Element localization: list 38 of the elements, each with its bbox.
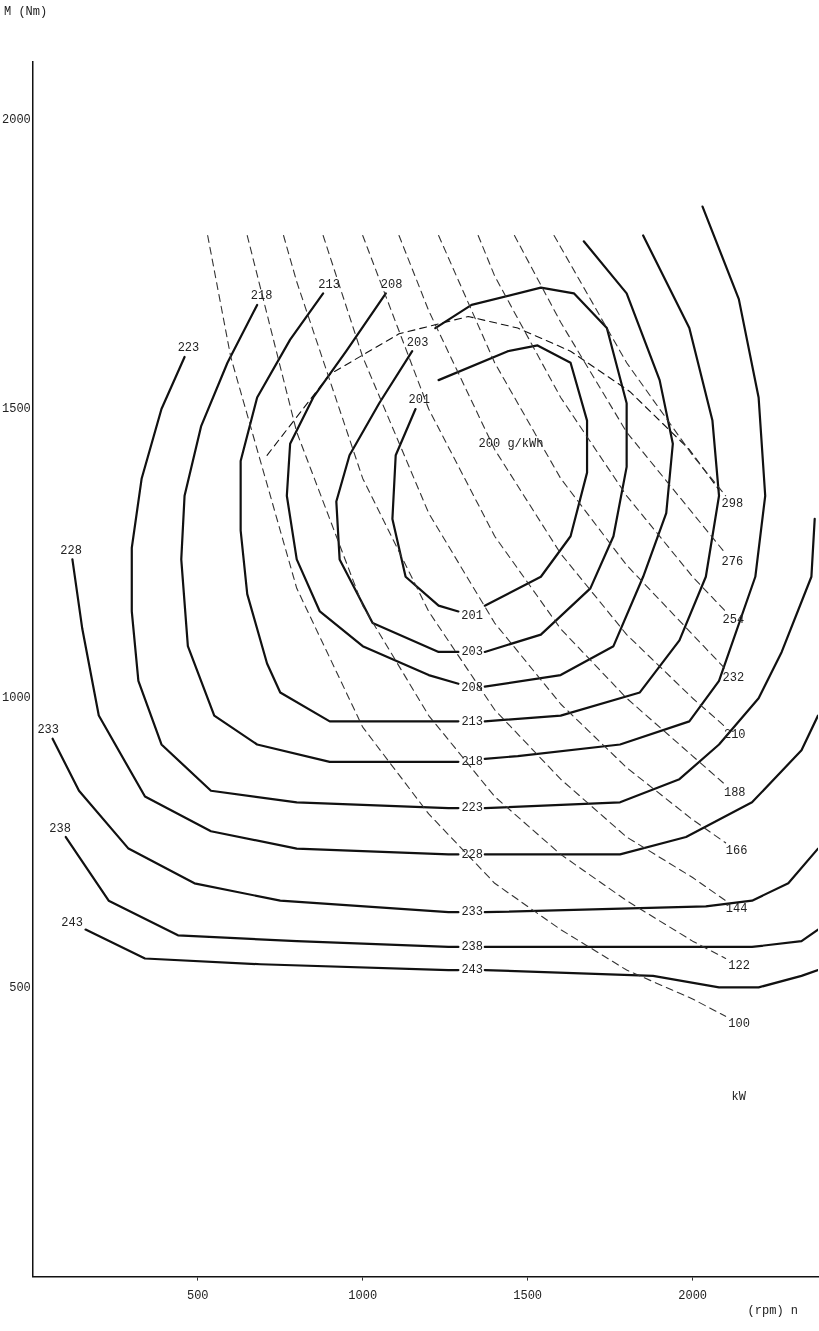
series-label: 233 bbox=[461, 905, 483, 920]
text: 213 bbox=[318, 278, 340, 293]
y-tick-label: 2000 bbox=[1, 113, 31, 128]
series-label: 100 bbox=[728, 1016, 750, 1031]
series-label: 203 bbox=[461, 645, 483, 660]
text: 208 bbox=[380, 278, 403, 293]
x-tick-label: 2000 bbox=[678, 1288, 708, 1303]
series-label: 144 bbox=[725, 901, 748, 916]
y-axis-title: M (Nm) bbox=[4, 5, 48, 20]
series-label: 122 bbox=[728, 958, 750, 973]
x-axis-title: (rpm) n bbox=[747, 1303, 798, 1318]
text: 238 bbox=[49, 821, 71, 836]
series-label: 298 bbox=[721, 497, 744, 512]
text: 201 bbox=[408, 393, 431, 408]
series-label: 228 bbox=[461, 847, 483, 862]
series-label: 201 bbox=[461, 608, 483, 623]
series-label: 243 bbox=[61, 916, 83, 931]
text: 243 bbox=[461, 963, 483, 978]
annotation: kW bbox=[731, 1090, 747, 1105]
text: 228 bbox=[60, 543, 82, 558]
series-label: 223 bbox=[461, 801, 483, 816]
text: 233 bbox=[37, 723, 60, 738]
series-label: 213 bbox=[461, 714, 483, 729]
y-tick-label: 1000 bbox=[1, 691, 31, 706]
series-label: 232 bbox=[722, 670, 745, 685]
series-label: 276 bbox=[721, 555, 744, 570]
x-tick-label: 1000 bbox=[348, 1288, 378, 1303]
y-tick-label: 1500 bbox=[1, 402, 31, 417]
series-label: 188 bbox=[723, 786, 746, 801]
y-tick-label: 500 bbox=[9, 980, 31, 995]
text: 203 bbox=[406, 335, 429, 350]
series-label: 166 bbox=[725, 843, 748, 858]
x-tick-label: 500 bbox=[186, 1288, 209, 1303]
annotation: 200 g/kWh bbox=[478, 436, 544, 451]
text: 223 bbox=[177, 341, 200, 356]
series-label: 218 bbox=[461, 755, 483, 770]
series-label: 238 bbox=[461, 940, 483, 955]
x-tick-label: 1500 bbox=[513, 1288, 543, 1303]
